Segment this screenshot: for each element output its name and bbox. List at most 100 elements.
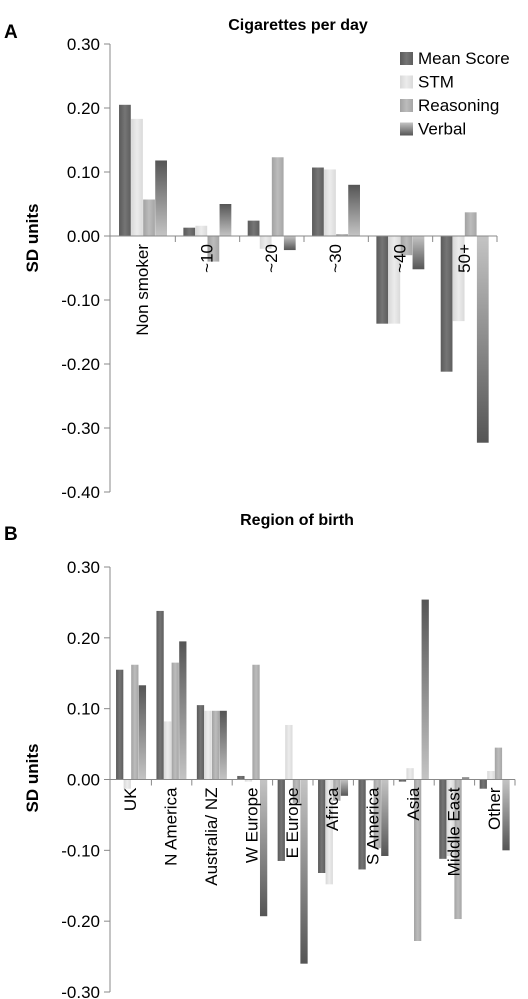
bar-stm-50 (452, 236, 465, 322)
bar-verbal-40 (412, 236, 425, 270)
bar-verbal-s-america (381, 779, 389, 856)
legend-label-reasoning: Reasoning (418, 96, 499, 115)
y-tick-label: 0.20 (67, 99, 100, 118)
x-tick-label-s-america: S America (364, 787, 383, 865)
bar-verbal-20 (283, 236, 296, 251)
bar-mean-score-40 (376, 236, 389, 324)
legend-swatch-mean-score (400, 52, 413, 65)
bar-reasoning-e-europe (292, 779, 301, 803)
bar-reasoning-non-smoker (143, 199, 155, 236)
y-tick-label: 0.10 (67, 700, 100, 719)
panel-b-letter: B (4, 524, 18, 545)
x-tick-label-50: 50+ (455, 244, 474, 273)
bar-reasoning-uk (131, 664, 139, 780)
y-tick-label: 0.00 (67, 771, 100, 790)
bar-verbal-10 (219, 204, 232, 236)
x-tick-label-30: ~30 (326, 244, 345, 273)
bar-verbal-30 (348, 184, 360, 236)
y-tick-label: -0.30 (61, 983, 100, 999)
bar-verbal-e-europe (300, 779, 308, 964)
bar-reasoning-30 (336, 234, 348, 236)
legend-label-mean-score: Mean Score (418, 49, 510, 68)
bar-stm-10 (195, 225, 208, 236)
legend-label-verbal: Verbal (418, 120, 466, 139)
y-tick-label: -0.10 (61, 291, 100, 310)
bar-stm-middle-east (446, 779, 455, 856)
bar-reasoning-n-america (171, 662, 179, 780)
bar-mean-score-30 (312, 167, 324, 236)
x-tick-label-uk: UK (121, 787, 140, 811)
x-tick-label-middle-east: Middle East (444, 787, 463, 876)
bar-stm-n-america (164, 721, 172, 780)
bar-stm-australia-nz (204, 710, 212, 780)
bar-mean-score-asia (398, 779, 407, 782)
bar-reasoning-africa (333, 779, 341, 801)
bar-reasoning-w-europe (252, 664, 260, 780)
panel-a-letter: A (4, 22, 18, 43)
panel-a-title: Cigarettes per day (228, 17, 368, 34)
bar-reasoning-10 (207, 236, 220, 262)
y-tick-label: 0.30 (67, 35, 100, 54)
y-tick-label: -0.40 (61, 483, 100, 502)
legend-swatch-stm (400, 75, 413, 89)
x-tick-label-non-smoker: Non smoker (133, 244, 152, 336)
bar-reasoning-40 (400, 236, 413, 256)
bar-mean-score-w-europe (237, 775, 245, 780)
panel-b-plot: 0.30 0.20 0.10 0.00 -0.10 -0.20 -0.30 UK N Ameri… (61, 558, 516, 999)
bar-verbal-africa (340, 779, 349, 796)
x-tick-label-australia-nz: Australia/ NZ (202, 788, 221, 886)
y-tick-label: -0.20 (61, 912, 100, 931)
bar-verbal-uk (138, 685, 147, 780)
x-tick-label-10: ~10 (198, 244, 217, 273)
bar-mean-score-n-america (156, 610, 164, 780)
legend-label-stm: STM (418, 73, 454, 92)
y-tick-label: 0.30 (67, 558, 100, 577)
bar-verbal-non-smoker (155, 160, 167, 236)
bar-mean-score-other (479, 779, 487, 789)
bar-mean-score-middle-east (439, 779, 447, 859)
bar-verbal-middle-east (461, 777, 470, 780)
y-tick-label: -0.10 (61, 841, 100, 860)
bar-reasoning-middle-east (454, 779, 462, 920)
bar-verbal-other (502, 779, 510, 851)
bar-reasoning-20 (271, 157, 284, 236)
bar-mean-score-20 (247, 220, 260, 236)
x-tick-label-w-europe: W Europe (242, 788, 261, 864)
bar-stm-20 (259, 236, 272, 249)
bar-reasoning-s-america (373, 779, 381, 849)
bar-mean-score-uk (116, 669, 124, 780)
panel-a-y-axis-title: SD units (23, 204, 42, 273)
bar-stm-w-europe (244, 779, 253, 782)
y-tick-label: -0.30 (61, 419, 100, 438)
x-tick-label-asia: Asia (404, 787, 423, 821)
panel-a-plot: 0.30 0.20 0.10 0.00 -0.10 -0.20 -0.30 -0.40 Non … (61, 35, 498, 502)
chart-legend: Mean Score STM Reasoning Verbal (400, 49, 510, 139)
y-tick-label: 0.20 (67, 629, 100, 648)
bar-stm-africa (325, 779, 333, 885)
bar-reasoning-asia (414, 779, 422, 941)
bar-reasoning-australia-nz (212, 710, 220, 780)
bar-mean-score-e-europe (277, 779, 285, 861)
x-tick-label-40: ~40 (391, 244, 410, 273)
bar-mean-score-non-smoker (119, 104, 131, 236)
panel-b-title: Region of birth (240, 512, 354, 529)
bar-stm-other (487, 771, 495, 780)
x-tick-label-other: Other (485, 787, 504, 830)
bar-stm-asia (406, 768, 414, 780)
bar-reasoning-50 (464, 212, 477, 236)
bar-verbal-w-europe (259, 779, 268, 917)
bar-stm-40 (388, 236, 401, 324)
bar-mean-score-10 (183, 227, 196, 236)
bar-mean-score-s-america (358, 779, 366, 870)
bar-stm-e-europe (285, 724, 293, 780)
x-tick-label-20: ~20 (262, 244, 281, 273)
x-tick-label-n-america: N America (162, 787, 181, 866)
y-tick-label: 0.00 (67, 227, 100, 246)
bar-mean-score-50 (440, 236, 453, 372)
y-tick-label: 0.10 (67, 163, 100, 182)
panel-b-y-axis-title: SD units (23, 744, 42, 813)
bar-stm-s-america (366, 779, 374, 781)
legend-swatch-verbal (400, 122, 413, 136)
bar-verbal-n-america (179, 641, 187, 780)
